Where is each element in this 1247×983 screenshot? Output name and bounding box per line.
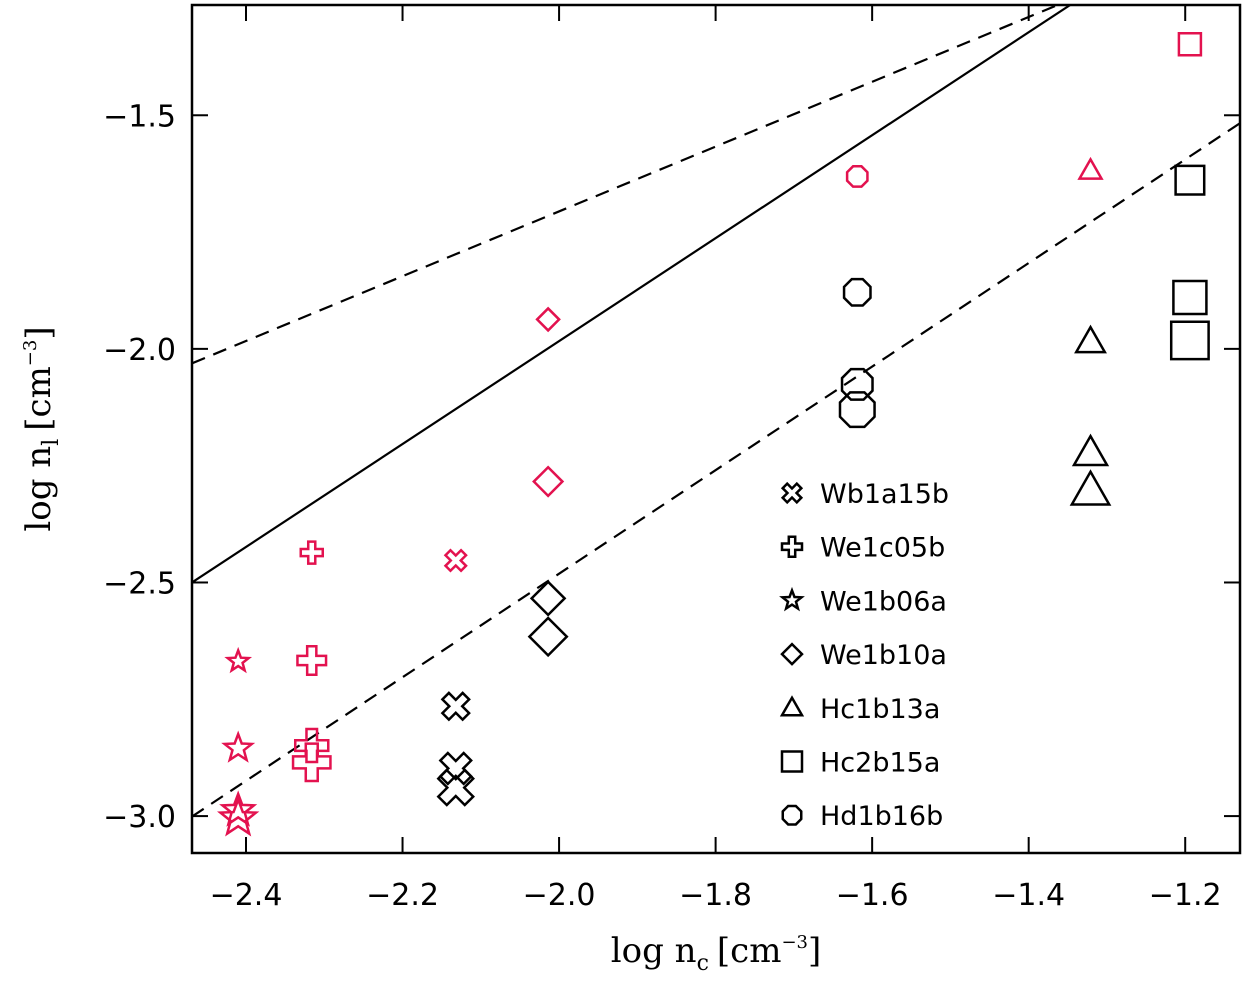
legend-marker — [780, 750, 804, 773]
marker-square — [1172, 279, 1208, 316]
marker-cross — [443, 548, 468, 573]
x-tick-label: −2.2 — [366, 878, 439, 913]
legend-label: Hd1b16b — [820, 801, 943, 832]
y-tick-label: −1.5 — [103, 99, 176, 134]
legend-label: We1b06a — [820, 586, 947, 617]
legend-marker — [780, 535, 804, 558]
y-tick-label: −2.5 — [103, 566, 176, 601]
marker-plus — [299, 540, 324, 565]
x-label-close: ] — [808, 931, 821, 971]
x-tick-label: −1.4 — [992, 878, 1065, 913]
legend-label: Wb1a15b — [820, 479, 949, 510]
y-label-sub: l — [39, 439, 64, 446]
marker-triangle — [1074, 324, 1107, 354]
marker-diamond — [532, 465, 565, 498]
x-axis-label: log nc [cm−3] — [611, 931, 822, 976]
y-label-close: ] — [19, 326, 59, 339]
legend-marker — [781, 804, 803, 826]
x-label-sub: c — [697, 951, 709, 976]
x-tick-label: −1.8 — [679, 878, 752, 913]
marker-cross — [438, 751, 473, 786]
legend-marker — [779, 695, 805, 717]
x-tick-label: −1.2 — [1149, 878, 1222, 913]
legend-label: We1b10a — [820, 640, 947, 671]
marker-triangle — [1071, 433, 1110, 467]
marker-plus — [296, 644, 328, 677]
marker-octagon — [838, 391, 876, 429]
marker-cross — [436, 768, 475, 807]
plot-frame — [190, 3, 1242, 855]
marker-octagon — [840, 367, 874, 401]
legend-marker — [779, 586, 805, 612]
x-tick-label: −1.6 — [836, 878, 909, 913]
marker-star — [219, 790, 258, 827]
reference-line — [192, 5, 1071, 584]
legend-marker — [780, 481, 804, 505]
marker-diamond — [535, 306, 561, 333]
reference-line — [192, 122, 1240, 818]
marker-star — [221, 730, 256, 763]
x-tick-label: −2.4 — [210, 878, 283, 913]
marker-square — [1169, 320, 1210, 361]
marker-square — [1177, 31, 1203, 57]
marker-octagon — [845, 165, 869, 188]
marker-triangle — [1077, 156, 1104, 180]
legend-label: Hc1b13a — [820, 694, 940, 725]
y-label-text: log n — [19, 446, 59, 532]
legend-label: We1c05b — [820, 533, 945, 564]
x-label-sup: −3 — [781, 932, 808, 953]
y-tick-label: −2.0 — [103, 333, 176, 368]
x-label-text: log n — [611, 931, 697, 971]
marker-diamond — [529, 580, 567, 617]
x-tick-label: −2.0 — [523, 878, 596, 913]
marker-diamond — [527, 616, 569, 658]
y-tick-label: −3.0 — [103, 800, 176, 835]
marker-square — [1174, 164, 1206, 196]
marker-star — [217, 796, 260, 837]
reference-line — [192, 5, 1059, 365]
legend-label: Hc2b15a — [820, 748, 940, 779]
marker-octagon — [842, 277, 872, 307]
marker-plus — [291, 742, 332, 783]
legend-marker — [780, 642, 804, 666]
marker-star — [224, 646, 253, 674]
x-label-unit: [cm — [717, 931, 782, 971]
y-axis-label: log nl [cm−3] — [19, 326, 64, 531]
marker-triangle — [1069, 469, 1112, 506]
y-label-sup: −3 — [20, 340, 41, 367]
y-label-unit: [cm — [19, 366, 59, 431]
marker-cross — [440, 691, 471, 722]
